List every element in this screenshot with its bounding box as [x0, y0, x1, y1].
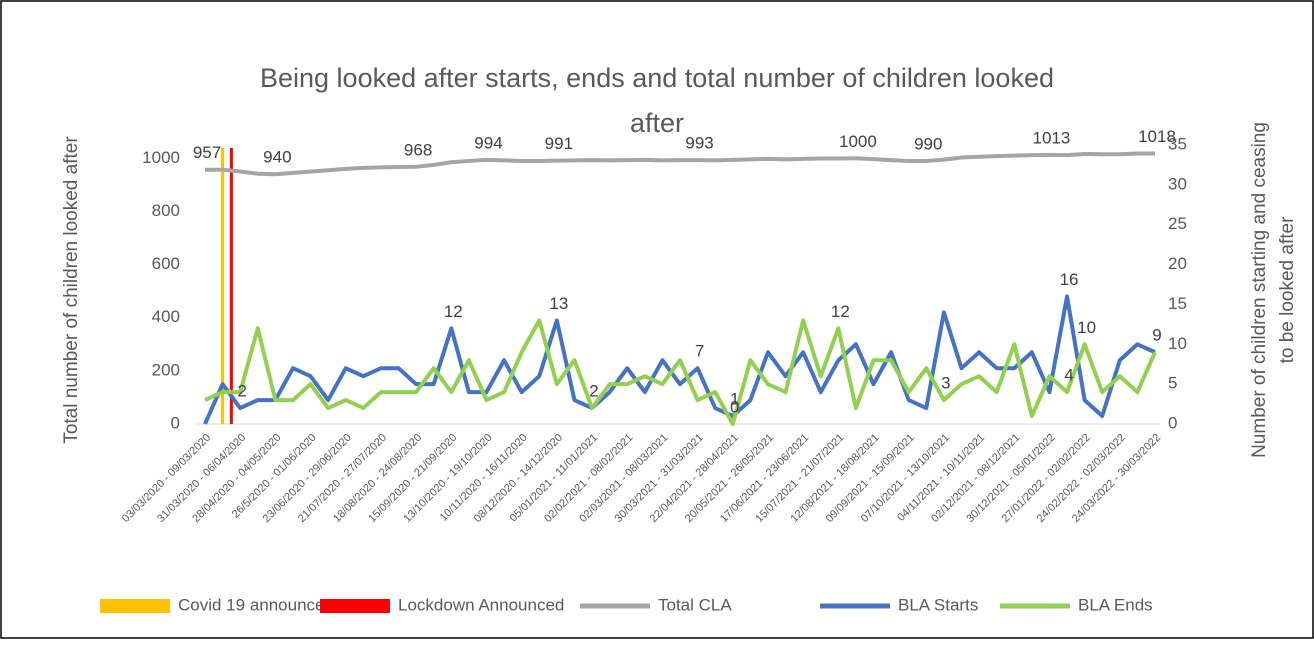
data-label: 991 — [545, 134, 573, 153]
y2-tick-label: 35 — [1168, 134, 1187, 153]
chart-title: Being looked after starts, ends and tota… — [260, 63, 1054, 138]
y2-axis-label: Number of children starting and ceasing t… — [1249, 122, 1298, 458]
data-label: 1018 — [1138, 127, 1176, 146]
data-label: 10 — [1077, 318, 1096, 337]
data-label: 16 — [1060, 270, 1079, 289]
legend-label: Total CLA — [658, 595, 732, 614]
y-tick-label: 1000 — [142, 148, 180, 167]
data-label: 12 — [831, 302, 850, 321]
series-line — [204, 318, 1157, 426]
data-label: 1 — [730, 390, 739, 409]
legend-label: Lockdown Announced — [398, 595, 564, 614]
data-label: 0 — [730, 397, 739, 416]
legend-swatch — [100, 599, 170, 613]
data-label: 957 — [193, 143, 221, 162]
y2-tick-label: 25 — [1168, 214, 1187, 233]
data-label: 13 — [549, 294, 568, 313]
legend-label: BLA Starts — [898, 595, 978, 614]
data-label: 4 — [1064, 366, 1073, 385]
legend-swatch — [320, 599, 390, 613]
y-axis-label: Total number of children looked after — [61, 136, 82, 444]
y-tick-label: 200 — [152, 360, 180, 379]
legend-label: BLA Ends — [1078, 595, 1153, 614]
y2-tick-label: 20 — [1168, 254, 1187, 273]
data-label: 12 — [444, 302, 463, 321]
y2-tick-label: 15 — [1168, 294, 1187, 313]
y2-tick-label: 10 — [1168, 334, 1187, 353]
data-label: 993 — [685, 134, 713, 153]
y-tick-label: 800 — [152, 201, 180, 220]
data-label: 994 — [474, 133, 502, 152]
y-tick-label: 600 — [152, 254, 180, 273]
y2-tick-label: 30 — [1168, 174, 1187, 193]
data-label: 2 — [237, 382, 246, 401]
data-label: 1013 — [1033, 128, 1071, 147]
series-line — [205, 151, 1155, 177]
data-label: 990 — [914, 134, 942, 153]
data-label: 968 — [404, 140, 432, 159]
data-label: 9 — [1152, 326, 1161, 345]
data-label: 3 — [941, 374, 950, 393]
y-tick-label: 400 — [152, 307, 180, 326]
y-tick-label: 0 — [171, 413, 180, 432]
data-label: 2 — [589, 382, 598, 401]
data-label: 940 — [263, 148, 291, 167]
y2-tick-label: 5 — [1168, 374, 1177, 393]
y2-tick-label: 0 — [1168, 413, 1177, 432]
data-label: 7 — [695, 342, 704, 361]
legend-label: Covid 19 announcement — [178, 595, 363, 614]
series-line — [203, 294, 1156, 425]
data-label: 1000 — [839, 132, 877, 151]
